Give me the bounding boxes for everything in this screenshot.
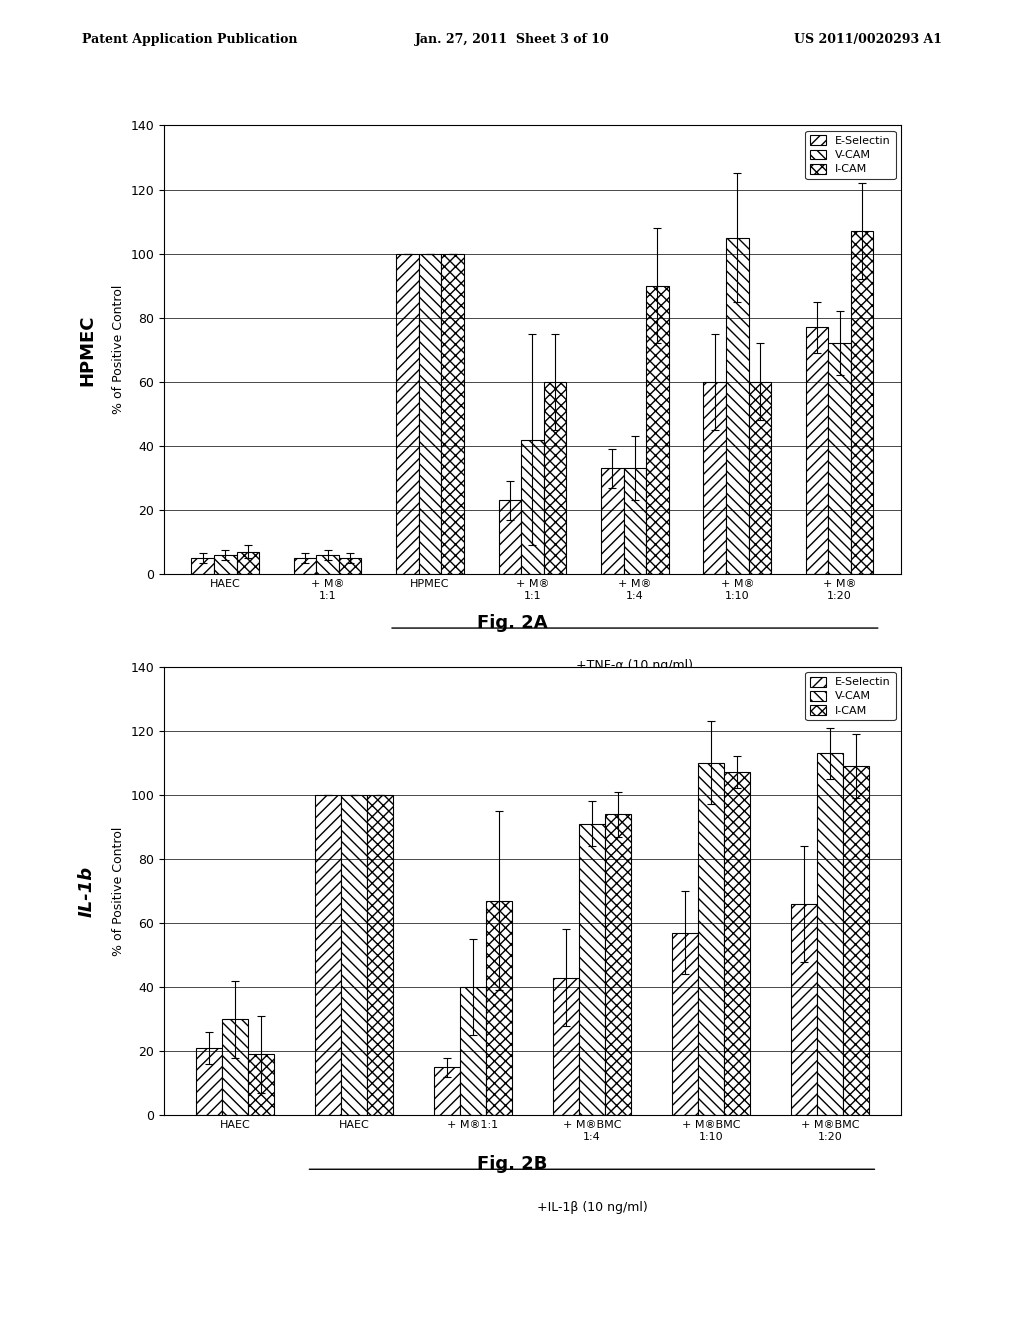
Bar: [579, 824, 605, 1115]
Bar: [339, 558, 361, 574]
Bar: [703, 381, 726, 574]
Bar: [624, 469, 646, 574]
Bar: [460, 987, 486, 1115]
Legend: E-Selectin, V-CAM, I-CAM: E-Selectin, V-CAM, I-CAM: [805, 131, 896, 178]
Text: Fig. 2A: Fig. 2A: [477, 614, 547, 632]
Bar: [521, 440, 544, 574]
Text: +IL-1β (10 ng/ml): +IL-1β (10 ng/ml): [537, 1201, 647, 1213]
Bar: [341, 795, 368, 1115]
Bar: [843, 766, 869, 1115]
Text: +TNF-α (10 ng/ml): +TNF-α (10 ng/ml): [577, 660, 693, 672]
Text: Patent Application Publication: Patent Application Publication: [82, 33, 297, 46]
Bar: [368, 795, 393, 1115]
Bar: [828, 343, 851, 574]
Bar: [486, 900, 512, 1115]
Bar: [191, 558, 214, 574]
Bar: [434, 1068, 460, 1115]
Bar: [749, 381, 771, 574]
Bar: [237, 552, 259, 574]
Bar: [544, 381, 566, 574]
Text: IL-1b: IL-1b: [78, 866, 96, 916]
Bar: [214, 554, 237, 574]
Text: Jan. 27, 2011  Sheet 3 of 10: Jan. 27, 2011 Sheet 3 of 10: [415, 33, 609, 46]
Bar: [396, 253, 419, 574]
Bar: [851, 231, 873, 574]
Bar: [248, 1055, 274, 1115]
Bar: [726, 238, 749, 574]
Bar: [601, 469, 624, 574]
Bar: [791, 904, 817, 1115]
Bar: [553, 978, 579, 1115]
Bar: [646, 285, 669, 574]
Legend: E-Selectin, V-CAM, I-CAM: E-Selectin, V-CAM, I-CAM: [805, 672, 896, 719]
Bar: [314, 795, 341, 1115]
Bar: [222, 1019, 248, 1115]
Y-axis label: % of Positive Control: % of Positive Control: [112, 826, 125, 956]
Text: US 2011/0020293 A1: US 2011/0020293 A1: [794, 33, 942, 46]
Bar: [499, 500, 521, 574]
Bar: [316, 554, 339, 574]
Bar: [196, 1048, 222, 1115]
Bar: [672, 933, 697, 1115]
Bar: [294, 558, 316, 574]
Text: Fig. 2B: Fig. 2B: [477, 1155, 547, 1173]
Y-axis label: % of Positive Control: % of Positive Control: [112, 285, 125, 414]
Bar: [806, 327, 828, 574]
Bar: [817, 754, 843, 1115]
Bar: [419, 253, 441, 574]
Bar: [724, 772, 751, 1115]
Bar: [605, 814, 631, 1115]
Bar: [697, 763, 724, 1115]
Text: HPMEC: HPMEC: [78, 314, 96, 385]
Bar: [441, 253, 464, 574]
